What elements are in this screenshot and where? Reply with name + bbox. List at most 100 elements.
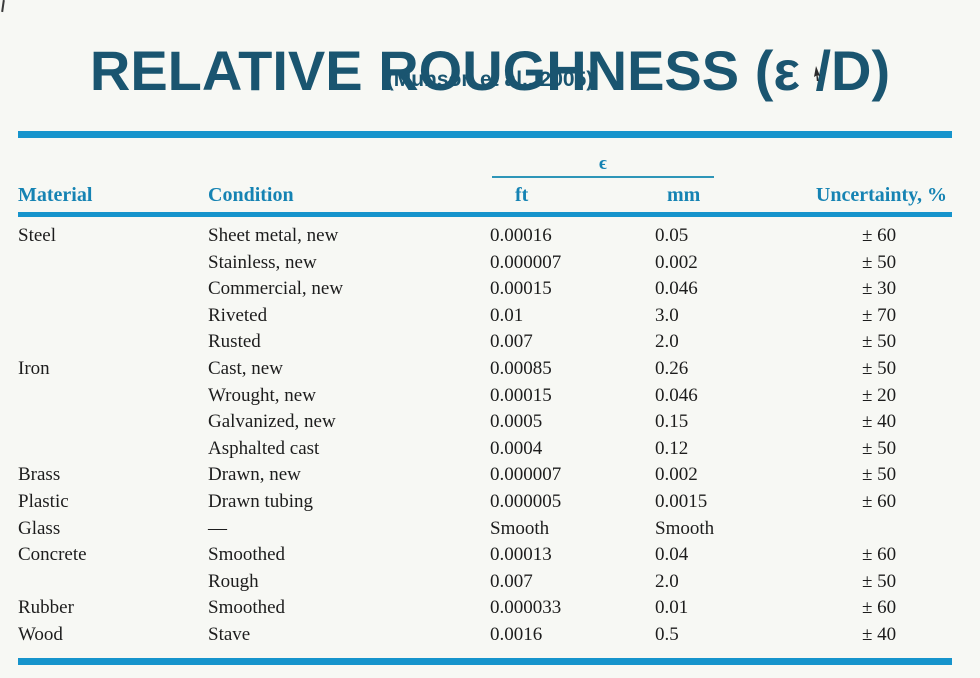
column-header-condition: Condition bbox=[208, 183, 294, 206]
cell-mm: 2.0 bbox=[655, 570, 679, 592]
cell-material: Rubber bbox=[18, 597, 74, 619]
cell-ft: 0.007 bbox=[490, 570, 533, 592]
column-header-material: Material bbox=[18, 183, 93, 206]
cell-material: Concrete bbox=[18, 544, 87, 566]
cell-mm: 3.0 bbox=[655, 304, 679, 326]
cell-ft: 0.000033 bbox=[490, 597, 562, 619]
cell-uncertainty: ± 60 bbox=[862, 544, 897, 566]
cell-mm: 0.26 bbox=[655, 357, 689, 379]
table-row: Asphalted cast 0.0004 0.12 ± 50 bbox=[18, 436, 952, 463]
cell-condition: Cast, new bbox=[208, 357, 283, 379]
cell-uncertainty: ± 50 bbox=[862, 331, 897, 353]
cell-mm: 0.05 bbox=[655, 225, 689, 246]
cell-uncertainty: ± 60 bbox=[862, 490, 897, 512]
page-title: RELATIVE ROUGHNESS (ε /D) bbox=[0, 38, 980, 102]
cell-material bbox=[18, 569, 208, 596]
epsilon-symbol: ϵ bbox=[492, 153, 714, 178]
mouse-cursor-icon bbox=[814, 66, 820, 81]
cell-mm: 0.046 bbox=[655, 278, 698, 300]
empty-header-cell bbox=[208, 135, 490, 179]
cell-uncertainty: ± 60 bbox=[862, 225, 897, 246]
cell-mm: Smooth bbox=[655, 517, 715, 539]
table-row: Rubber Smoothed 0.000033 0.01 ± 60 bbox=[18, 595, 952, 622]
cell-material: Brass bbox=[18, 464, 61, 486]
cell-material bbox=[18, 276, 208, 303]
cell-uncertainty: ± 70 bbox=[862, 304, 897, 326]
table-row: Iron Cast, new 0.00085 0.26 ± 50 bbox=[18, 356, 952, 383]
epsilon-span-cell: ϵ bbox=[490, 135, 810, 178]
table-row: Concrete Smoothed 0.00013 0.04 ± 60 bbox=[18, 542, 952, 569]
cell-condition: Asphalted cast bbox=[208, 437, 320, 459]
cell-uncertainty: ± 50 bbox=[862, 464, 897, 486]
cell-condition: Stainless, new bbox=[208, 251, 317, 273]
table-row: Plastic Drawn tubing 0.000005 0.0015 ± 60 bbox=[18, 489, 952, 516]
cell-ft: 0.00013 bbox=[490, 544, 552, 566]
table-row: Rough 0.007 2.0 ± 50 bbox=[18, 569, 952, 596]
cell-material bbox=[18, 383, 208, 410]
table-body: Steel Sheet metal, new 0.00016 0.05 ± 60 Stai… bbox=[18, 215, 952, 662]
column-header-uncertainty: Uncertainty, % bbox=[815, 183, 947, 206]
cell-ft: 0.00016 bbox=[490, 225, 552, 246]
cell-material bbox=[18, 409, 208, 436]
table-row: Brass Drawn, new 0.000007 0.002 ± 50 bbox=[18, 462, 952, 489]
cell-material: Iron bbox=[18, 357, 50, 379]
page-subtitle: (Munson et al., 2005) bbox=[386, 68, 594, 91]
cell-mm: 0.15 bbox=[655, 411, 689, 433]
cell-mm: 0.5 bbox=[655, 623, 679, 645]
table-row: Stainless, new 0.000007 0.002 ± 50 bbox=[18, 250, 952, 277]
cell-ft: 0.000007 bbox=[490, 251, 562, 273]
cell-uncertainty: ± 40 bbox=[862, 411, 897, 433]
cell-condition: Drawn tubing bbox=[208, 490, 314, 512]
cell-ft: 0.0016 bbox=[490, 623, 543, 645]
cell-condition: Commercial, new bbox=[208, 278, 344, 300]
cell-condition: Galvanized, new bbox=[208, 411, 336, 433]
cell-ft: 0.000007 bbox=[490, 464, 562, 486]
table-row: Riveted 0.01 3.0 ± 70 bbox=[18, 303, 952, 330]
epsilon-header-row: ϵ bbox=[18, 135, 952, 179]
cell-condition: Smoothed bbox=[208, 544, 286, 566]
cell-uncertainty: ± 50 bbox=[862, 437, 897, 459]
column-header-mm: mm bbox=[667, 183, 701, 206]
cell-mm: 0.12 bbox=[655, 437, 689, 459]
table-row: Wood Stave 0.0016 0.5 ± 40 bbox=[18, 622, 952, 661]
cell-uncertainty: ± 50 bbox=[862, 251, 897, 273]
cell-uncertainty: ± 20 bbox=[862, 384, 897, 406]
table-row: Glass — Smooth Smooth bbox=[18, 516, 952, 543]
cell-mm: 0.002 bbox=[655, 251, 698, 273]
table-row: Steel Sheet metal, new 0.00016 0.05 ± 60 bbox=[18, 215, 952, 250]
page-title-symbol: (ε /D) bbox=[754, 38, 891, 102]
column-header-row: Material Condition ft mm Uncertainty, % bbox=[18, 178, 952, 215]
cell-material bbox=[18, 250, 208, 277]
cell-ft: 0.00015 bbox=[490, 384, 552, 406]
cell-mm: 2.0 bbox=[655, 331, 679, 353]
empty-header-cell bbox=[810, 135, 952, 179]
cell-uncertainty: ± 50 bbox=[862, 570, 897, 592]
cell-ft: Smooth bbox=[490, 517, 550, 539]
cell-condition: Rusted bbox=[208, 331, 261, 353]
cell-condition: Smoothed bbox=[208, 597, 286, 619]
cell-uncertainty: ± 50 bbox=[862, 357, 897, 379]
cell-mm: 0.01 bbox=[655, 597, 689, 619]
table-row: Galvanized, new 0.0005 0.15 ± 40 bbox=[18, 409, 952, 436]
cell-condition: Riveted bbox=[208, 304, 268, 326]
cell-condition: Rough bbox=[208, 570, 259, 592]
cell-uncertainty: ± 40 bbox=[862, 623, 897, 645]
cell-mm: 0.002 bbox=[655, 464, 698, 486]
column-header-ft: ft bbox=[515, 183, 529, 206]
table-header: ϵ Material Condition ft mm Uncertainty, … bbox=[18, 135, 952, 215]
cell-ft: 0.000005 bbox=[490, 490, 562, 512]
cell-material: Glass bbox=[18, 517, 61, 539]
cell-ft: 0.01 bbox=[490, 304, 524, 326]
cell-ft: 0.007 bbox=[490, 331, 533, 353]
cell-condition: — bbox=[208, 517, 227, 539]
cell-material bbox=[18, 436, 208, 463]
cell-material bbox=[18, 329, 208, 356]
cell-mm: 0.046 bbox=[655, 384, 698, 406]
roughness-table: ϵ Material Condition ft mm Uncertainty, … bbox=[18, 131, 952, 665]
cell-mm: 0.0015 bbox=[655, 490, 708, 512]
cell-uncertainty: ± 30 bbox=[862, 278, 897, 300]
table-row: Commercial, new 0.00015 0.046 ± 30 bbox=[18, 276, 952, 303]
cell-material: Steel bbox=[18, 225, 56, 246]
cell-ft: 0.00085 bbox=[490, 357, 552, 379]
cell-ft: 0.00015 bbox=[490, 278, 552, 300]
